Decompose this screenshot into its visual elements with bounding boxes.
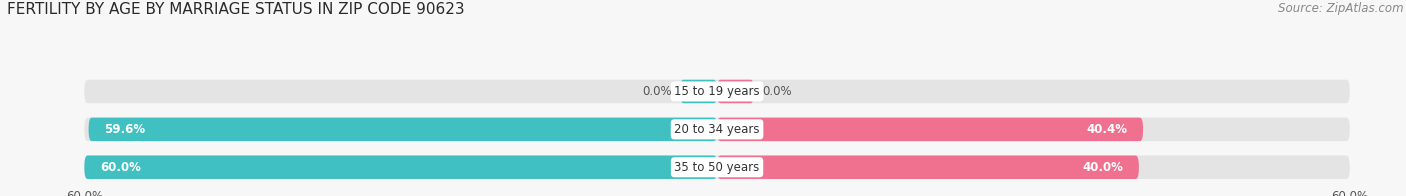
FancyBboxPatch shape	[84, 118, 1350, 141]
FancyBboxPatch shape	[717, 155, 1139, 179]
Text: 20 to 34 years: 20 to 34 years	[675, 123, 759, 136]
FancyBboxPatch shape	[84, 80, 1350, 103]
Text: 0.0%: 0.0%	[643, 85, 672, 98]
Text: 40.4%: 40.4%	[1087, 123, 1128, 136]
Text: 40.0%: 40.0%	[1083, 161, 1123, 174]
Text: 59.6%: 59.6%	[104, 123, 145, 136]
Text: FERTILITY BY AGE BY MARRIAGE STATUS IN ZIP CODE 90623: FERTILITY BY AGE BY MARRIAGE STATUS IN Z…	[7, 2, 464, 17]
FancyBboxPatch shape	[717, 80, 754, 103]
Text: Source: ZipAtlas.com: Source: ZipAtlas.com	[1278, 2, 1403, 15]
Text: 0.0%: 0.0%	[762, 85, 792, 98]
Text: 15 to 19 years: 15 to 19 years	[675, 85, 759, 98]
Text: 35 to 50 years: 35 to 50 years	[675, 161, 759, 174]
Text: 60.0%: 60.0%	[100, 161, 141, 174]
FancyBboxPatch shape	[84, 155, 1350, 179]
FancyBboxPatch shape	[84, 155, 717, 179]
FancyBboxPatch shape	[717, 118, 1143, 141]
FancyBboxPatch shape	[89, 118, 717, 141]
FancyBboxPatch shape	[681, 80, 717, 103]
